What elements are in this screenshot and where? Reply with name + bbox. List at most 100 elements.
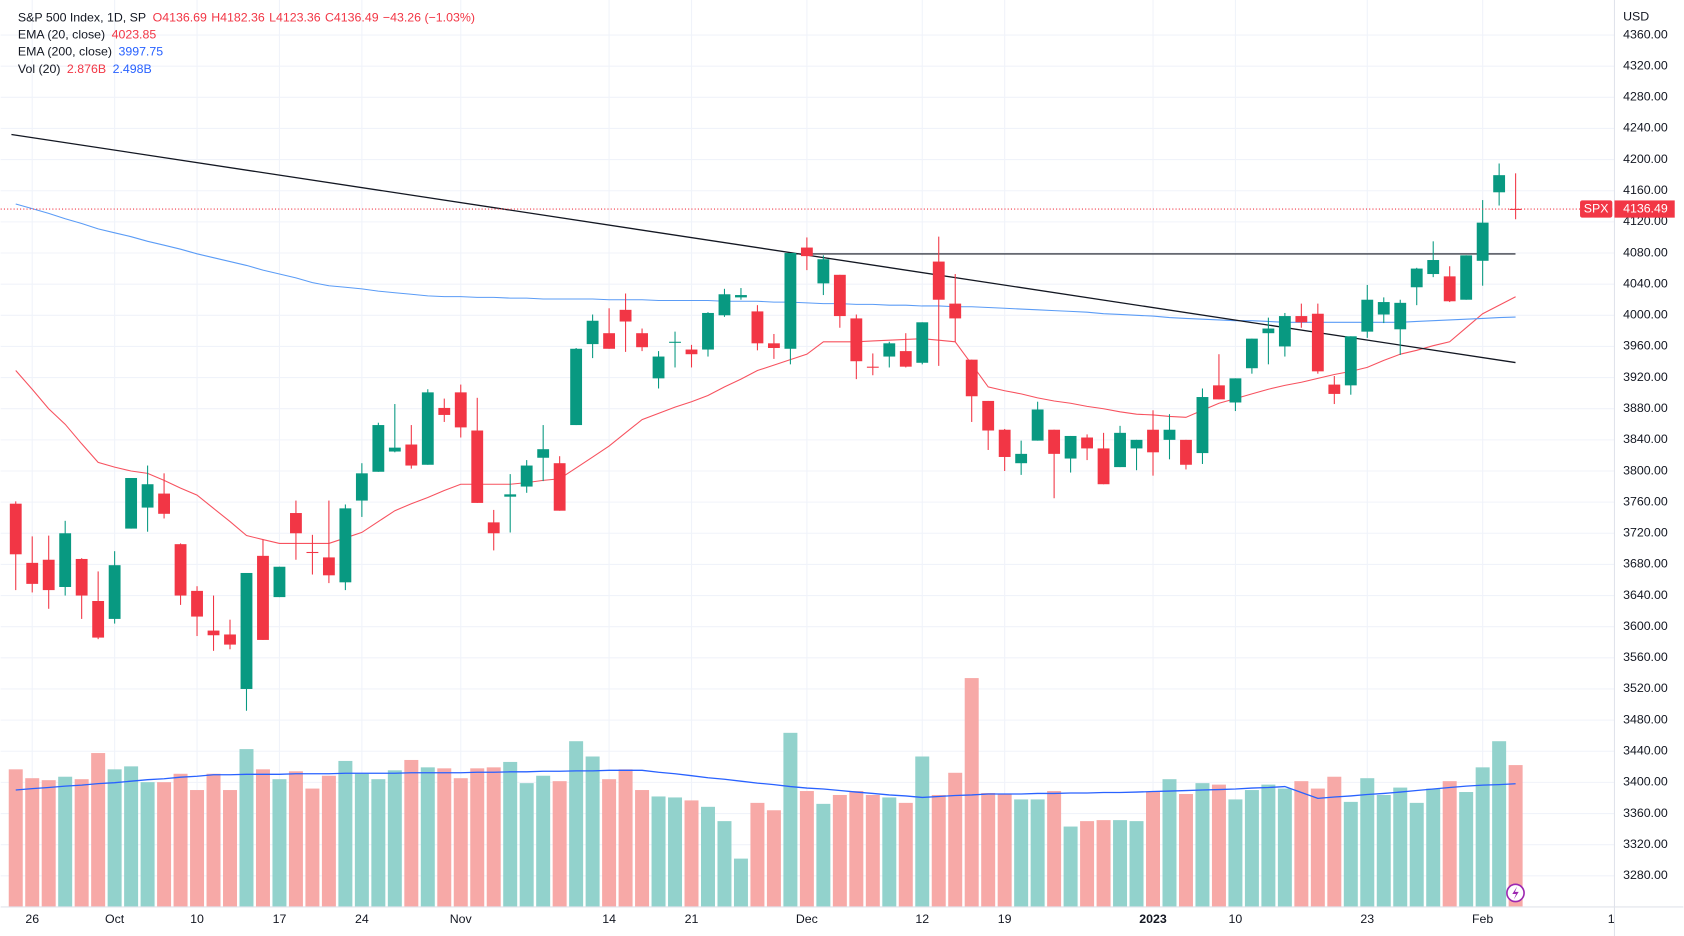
candle-body bbox=[1130, 439, 1143, 449]
candle-body bbox=[339, 508, 352, 583]
candle-body bbox=[1328, 384, 1341, 394]
volume-bar bbox=[651, 796, 666, 907]
volume-bar bbox=[1244, 790, 1259, 907]
volume-bar bbox=[585, 756, 600, 907]
volume-bar bbox=[1129, 821, 1144, 907]
volume-bar bbox=[750, 802, 765, 907]
replay-icon[interactable] bbox=[1506, 883, 1525, 903]
candle-body bbox=[504, 494, 517, 497]
candle-body bbox=[1015, 453, 1028, 464]
volume-bar bbox=[569, 741, 584, 907]
y-tick-label: 3640.00 bbox=[1623, 588, 1668, 602]
candle-body bbox=[718, 294, 731, 316]
candle-body bbox=[59, 533, 72, 587]
volume-bar bbox=[1294, 781, 1309, 907]
y-tick-label: 3560.00 bbox=[1623, 650, 1668, 664]
candle-body bbox=[833, 274, 846, 317]
y-tick-label: 4080.00 bbox=[1623, 245, 1668, 259]
y-tick-label: 4000.00 bbox=[1623, 308, 1668, 322]
candle-body bbox=[1031, 409, 1044, 441]
volume-bar bbox=[107, 769, 122, 907]
y-tick-label: 3880.00 bbox=[1623, 401, 1668, 415]
volume-bar bbox=[1492, 741, 1507, 907]
candle-body bbox=[1394, 302, 1407, 330]
candle-body bbox=[487, 522, 500, 534]
volume-bar bbox=[766, 810, 781, 907]
candle-body bbox=[454, 392, 467, 428]
candle-body bbox=[899, 351, 912, 367]
volume-bar bbox=[255, 769, 270, 907]
volume-bar bbox=[1475, 767, 1490, 907]
header-title: S&P 500 Index, 1D, SP O4136.69 H4182.36 L41… bbox=[18, 11, 475, 25]
candle-body bbox=[636, 333, 648, 348]
volume-bar bbox=[1047, 791, 1062, 907]
volume-bar bbox=[799, 791, 814, 907]
volume-bar bbox=[1080, 821, 1095, 907]
candle-body bbox=[603, 333, 616, 349]
candle-body bbox=[224, 634, 236, 645]
candle-body bbox=[916, 322, 929, 363]
y-tick-label: 3280.00 bbox=[1623, 868, 1668, 882]
x-tick-label: 24 bbox=[355, 912, 369, 926]
change: −43.26 (−1.03%) bbox=[383, 11, 475, 25]
price-tag-value: 4136.49 bbox=[1623, 201, 1668, 215]
x-tick-label: 23 bbox=[1360, 912, 1374, 926]
candle-body bbox=[768, 343, 780, 348]
y-tick-label: 3360.00 bbox=[1623, 806, 1668, 820]
volume-bar bbox=[1211, 784, 1226, 907]
volume-bar bbox=[1426, 788, 1441, 907]
volume-bar bbox=[964, 678, 979, 907]
volume-bar bbox=[124, 766, 139, 907]
trend-line bbox=[11, 133, 1516, 364]
ohlc-close: C4136.49 bbox=[325, 11, 379, 25]
volume-bar bbox=[486, 767, 501, 907]
candle-body bbox=[306, 551, 319, 554]
candle-body bbox=[290, 513, 302, 534]
axis-layer: 3280.00 3320.00 3360.00 3400.00 3440.00 3480.… bbox=[25, 27, 1675, 926]
volume-bar bbox=[717, 821, 732, 907]
volume-bar bbox=[898, 802, 913, 907]
y-tick-label: 4040.00 bbox=[1623, 276, 1668, 290]
candle-body bbox=[1311, 313, 1324, 372]
candle-body bbox=[1114, 432, 1126, 468]
volume-bar bbox=[1360, 778, 1375, 907]
candle-body bbox=[850, 318, 863, 362]
ema-line bbox=[15, 203, 1516, 323]
x-tick-label: Nov bbox=[450, 912, 473, 926]
candle-body bbox=[537, 449, 550, 458]
candle-body bbox=[652, 356, 665, 379]
volume-bar bbox=[1178, 793, 1193, 907]
volume-bar bbox=[865, 794, 880, 907]
volume-bar bbox=[1030, 799, 1045, 907]
volume-bar bbox=[1327, 776, 1342, 907]
volume-bar bbox=[453, 778, 468, 907]
candle-body bbox=[669, 341, 681, 343]
volume-bar bbox=[58, 776, 73, 907]
x-tick-label: Feb bbox=[1472, 912, 1493, 926]
volume-bar bbox=[997, 793, 1012, 907]
volume-bar bbox=[321, 775, 336, 907]
volume-bar bbox=[288, 771, 303, 907]
candle-body bbox=[125, 477, 138, 529]
y-tick-label: 4280.00 bbox=[1623, 90, 1668, 104]
candle-body bbox=[191, 590, 203, 617]
volume-bar bbox=[41, 780, 56, 907]
candle-body bbox=[1163, 429, 1176, 440]
candle-body bbox=[866, 366, 879, 368]
candle-body bbox=[965, 359, 978, 397]
volume-bar bbox=[74, 779, 89, 907]
candle-body bbox=[240, 572, 253, 689]
candle-body bbox=[471, 430, 484, 503]
volume-bar bbox=[733, 858, 748, 907]
candle-body bbox=[751, 311, 764, 344]
volume-bar bbox=[1162, 779, 1177, 907]
candle-body bbox=[1213, 385, 1225, 400]
volume-bar bbox=[272, 779, 287, 907]
volume-bar bbox=[223, 790, 237, 907]
volume-bar bbox=[387, 770, 402, 907]
legend-value: 3997.75 bbox=[118, 45, 163, 59]
candle-body bbox=[1180, 439, 1192, 465]
volume-bar bbox=[91, 753, 106, 907]
volume-bar bbox=[437, 768, 452, 907]
